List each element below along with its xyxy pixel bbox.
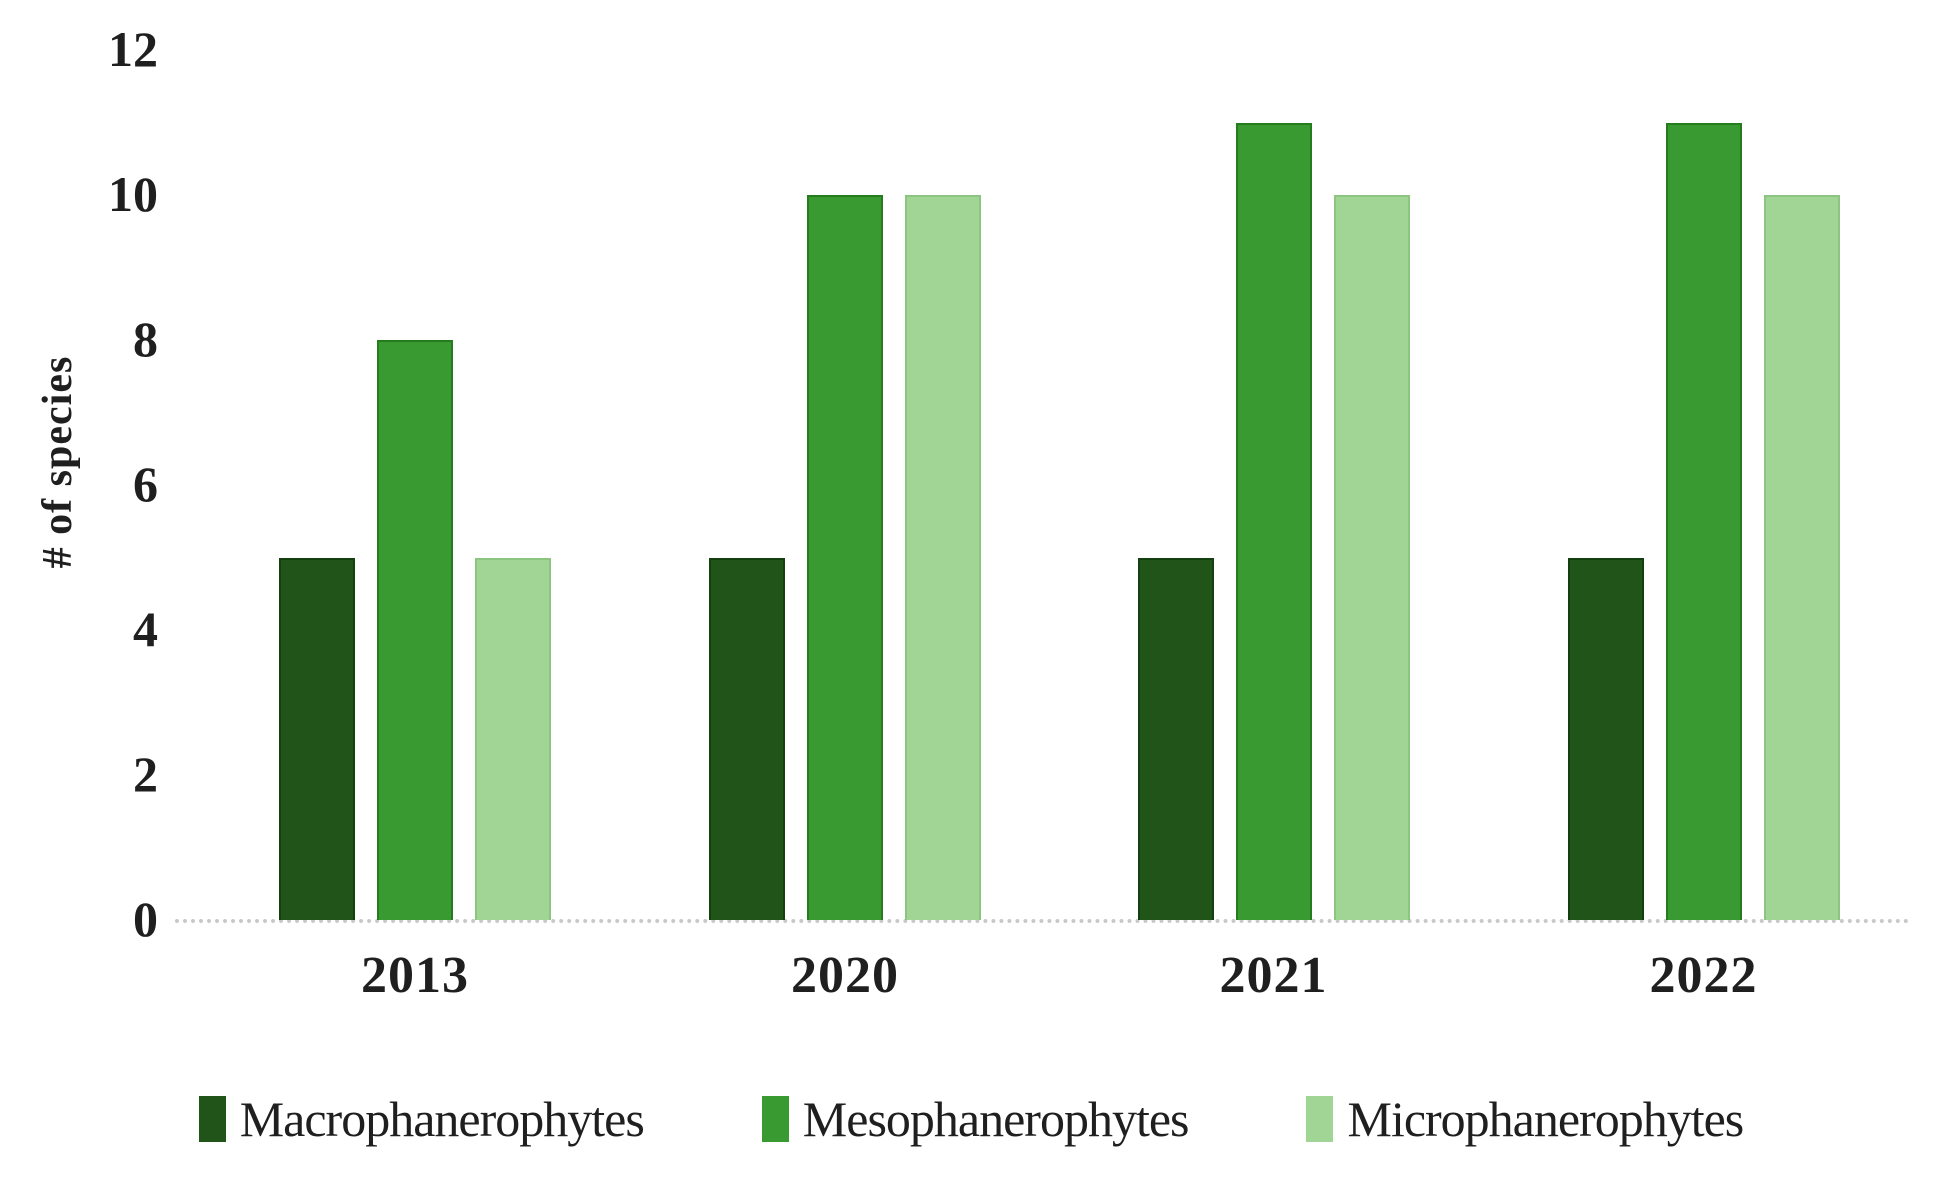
legend-swatch-icon (761, 1096, 789, 1142)
legend-item-microphanerophytes: Microphanerophytes (1306, 1090, 1744, 1148)
bar-microphanerophytes-2021 (1333, 195, 1410, 920)
legend-label: Mesophanerophytes (802, 1091, 1190, 1147)
legend-item-mesophanerophytes: Mesophanerophytes (761, 1090, 1190, 1148)
bar-microphanerophytes-2022 (1763, 195, 1840, 920)
legend-item-macrophanerophytes: Macrophanerophytes (198, 1090, 645, 1148)
y-tick-label-4: 4 (133, 600, 158, 657)
y-tick-label-6: 6 (133, 455, 158, 512)
bar-macrophanerophytes-2013 (279, 557, 355, 920)
legend-swatch-icon (1306, 1096, 1334, 1142)
plot-area (175, 50, 1910, 923)
bar-microphanerophytes-2020 (905, 195, 981, 920)
y-tick-label-10: 10 (108, 165, 158, 222)
bar-macrophanerophytes-2022 (1567, 557, 1644, 920)
legend-label: Macrophanerophytes (239, 1091, 645, 1147)
x-tick-label-2021: 2021 (1219, 947, 1328, 1004)
bar-mesophanerophytes-2021 (1235, 122, 1312, 920)
bar-group-2021 (1137, 122, 1410, 920)
y-axis: 12 10 8 6 4 2 0 (0, 0, 160, 1000)
bar-group-2020 (709, 195, 981, 920)
legend: Macrophanerophytes Mesophanerophytes Micro… (0, 1090, 1942, 1148)
bar-microphanerophytes-2013 (475, 557, 551, 920)
bar-group-2013 (279, 340, 551, 920)
x-tick-label-2013: 2013 (361, 947, 469, 1004)
bar-macrophanerophytes-2020 (709, 557, 785, 920)
bar-mesophanerophytes-2022 (1665, 122, 1742, 920)
legend-swatch-icon (198, 1096, 226, 1142)
x-axis-line (175, 919, 1910, 923)
legend-label: Microphanerophytes (1347, 1091, 1744, 1147)
y-tick-label-2: 2 (133, 745, 158, 802)
x-tick-label-2022: 2022 (1649, 947, 1758, 1004)
y-tick-label-12: 12 (108, 20, 158, 77)
y-tick-label-0: 0 (133, 890, 158, 947)
bar-mesophanerophytes-2020 (807, 195, 883, 920)
x-tick-label-2020: 2020 (791, 947, 899, 1004)
bar-macrophanerophytes-2021 (1137, 557, 1214, 920)
y-tick-label-8: 8 (133, 310, 158, 367)
bar-group-2022 (1567, 122, 1840, 920)
bar-mesophanerophytes-2013 (377, 340, 453, 920)
